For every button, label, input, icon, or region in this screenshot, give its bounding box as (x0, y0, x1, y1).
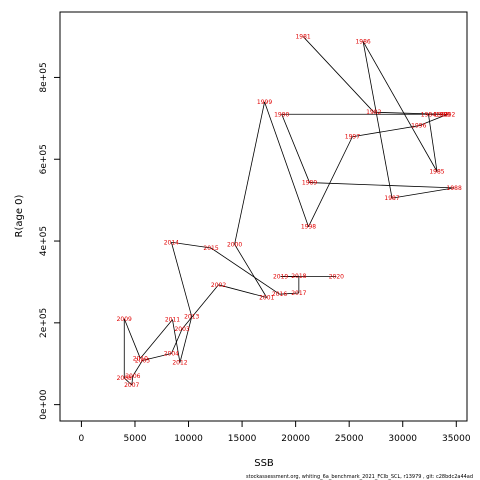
path-segment (171, 241, 212, 249)
path-segment (428, 114, 438, 172)
path-segment (171, 328, 183, 354)
point-label-2020: 2020 (329, 274, 344, 281)
point-label-2003: 2003 (174, 326, 189, 333)
path-segment (391, 187, 455, 199)
point-label-2005: 2005 (135, 357, 150, 364)
path-segment (234, 244, 268, 298)
footer-text: stockassessment.org, whiting_6a_benchmar… (246, 474, 473, 480)
y-axis-label: R(age 0) (14, 194, 25, 237)
point-label-2014: 2014 (164, 239, 179, 246)
point-label-2016: 2016 (272, 291, 287, 298)
point-label-1996: 1996 (411, 123, 426, 130)
point-label-2018: 2018 (291, 273, 306, 280)
point-label-1998: 1998 (301, 224, 316, 231)
x-tick-label: 10000 (174, 434, 203, 444)
point-label-1997: 1997 (345, 134, 360, 141)
point-label-2008: 2008 (117, 375, 132, 382)
x-tick-label: 20000 (281, 434, 310, 444)
path-segment (171, 242, 193, 317)
y-tick-label: 4e+05 (39, 226, 49, 256)
path-segment (362, 41, 393, 199)
point-label-1999: 1999 (257, 99, 272, 106)
path-segment (179, 316, 193, 363)
x-tick-label: 30000 (388, 434, 417, 444)
point-label-1988: 1988 (447, 185, 462, 192)
path-segment (234, 101, 265, 245)
path-segment (309, 182, 455, 189)
point-label-2004: 2004 (164, 351, 179, 358)
path-segment (181, 284, 219, 330)
x-tick-label: 15000 (228, 434, 257, 444)
path-segment (123, 318, 141, 359)
point-label-2009: 2009 (117, 316, 132, 323)
y-tick-label: 6e+05 (39, 144, 49, 174)
series-path (123, 36, 455, 386)
x-axis: 0 5000 10000 15000 20000 25000 30000 35000 (79, 420, 471, 444)
path-segment (218, 284, 267, 298)
point-label-2019: 2019 (273, 274, 288, 281)
point-label-1991: 1991 (436, 111, 451, 118)
point-label-1983: 1983 (434, 111, 449, 118)
path-segment (302, 36, 375, 113)
point-label-1982: 1982 (366, 109, 381, 116)
point-label-1984: 1984 (421, 111, 436, 118)
path-segment (142, 353, 172, 361)
plot-frame (59, 11, 468, 422)
point-label-1989: 1989 (302, 180, 317, 187)
x-tick-label: 0 (79, 434, 85, 444)
path-segment (172, 319, 181, 363)
y-tick-label: 2e+05 (39, 308, 49, 338)
path-segment (308, 136, 353, 227)
path-segment (352, 125, 419, 138)
path-segment (264, 101, 309, 227)
point-label-1990: 1990 (274, 111, 289, 118)
y-tick-label: 8e+05 (39, 62, 49, 92)
x-axis-label: SSB (254, 458, 274, 469)
point-label-2000: 2000 (227, 241, 242, 248)
x-tick-label: 35000 (442, 434, 471, 444)
path-segment (281, 114, 310, 183)
path-segment (279, 292, 299, 295)
path-segment (131, 375, 134, 386)
point-label-1985: 1985 (429, 169, 444, 176)
point-label-2001: 2001 (259, 294, 274, 301)
path-segment (132, 360, 143, 377)
x-tick-label: 5000 (124, 434, 147, 444)
point-label-2012: 2012 (172, 360, 187, 367)
point-label-1981: 1981 (295, 34, 310, 41)
path-segment (418, 113, 448, 127)
path-segment (140, 319, 173, 359)
point-label-2010: 2010 (133, 355, 148, 362)
y-tick-label: 0e+00 (39, 389, 49, 420)
point-label-2007: 2007 (124, 382, 139, 389)
point-label-2002: 2002 (211, 282, 226, 289)
point-label-2015: 2015 (203, 245, 218, 252)
y-axis: 0e+00 2e+05 4e+05 6e+05 8e+05 (39, 62, 61, 420)
point-label-2006: 2006 (125, 373, 140, 380)
path-segment (123, 377, 133, 386)
point-label-1992: 1992 (440, 111, 455, 118)
point-label-2017: 2017 (291, 290, 306, 297)
point-label-1986: 1986 (355, 38, 370, 45)
x-tick-label: 25000 (335, 434, 364, 444)
point-label-2011: 2011 (165, 317, 180, 324)
point-label-2013: 2013 (184, 314, 199, 321)
point-label-1987: 1987 (384, 195, 399, 202)
path-segment (362, 41, 438, 172)
path-segment (210, 247, 280, 295)
